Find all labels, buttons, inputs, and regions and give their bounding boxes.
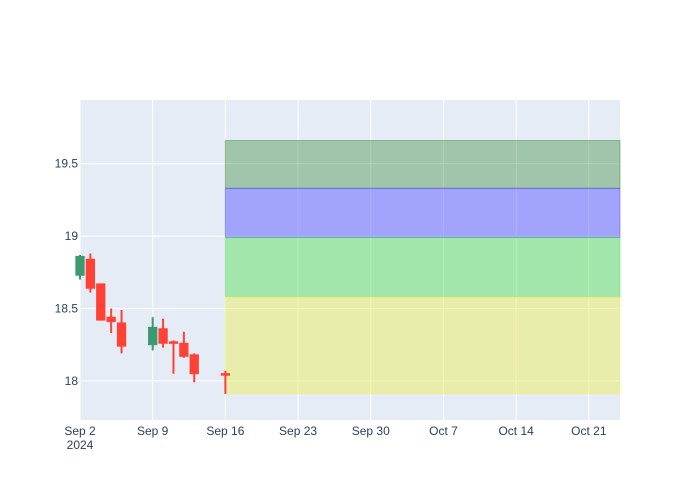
- y-tick-label: 18.5: [55, 302, 79, 316]
- forecast-band: [224, 237, 621, 298]
- candle: [168, 340, 179, 374]
- x-tick-label: Sep 9: [137, 424, 169, 438]
- candle-body: [158, 328, 168, 344]
- y-tick-label: 19: [65, 229, 79, 243]
- forecast-band: [224, 140, 621, 189]
- candles: [75, 253, 231, 394]
- candle-body: [85, 258, 96, 289]
- x-tick-label: Sep 30: [352, 424, 390, 438]
- candle: [85, 253, 96, 293]
- y-tick-label: 19.5: [55, 157, 79, 171]
- y-axis-ticks: 18 18.5 19 19.5: [55, 157, 79, 388]
- x-tick-label: Oct 7: [429, 424, 458, 438]
- candle-body: [106, 316, 116, 323]
- candle-body: [116, 322, 127, 347]
- candle: [116, 309, 127, 354]
- candle-body: [179, 342, 189, 357]
- candle-body: [220, 373, 231, 376]
- x-tick-label: Oct 21: [571, 424, 607, 438]
- x-tick-label: Sep 23: [279, 424, 317, 438]
- candle: [96, 283, 106, 321]
- candle-body: [75, 255, 85, 276]
- forecast-band: [224, 187, 621, 239]
- candle: [189, 353, 199, 383]
- x-tick-sublabel: 2024: [67, 438, 94, 452]
- candle-body: [168, 341, 179, 344]
- candle: [106, 308, 116, 334]
- x-tick-label: Sep 16: [206, 424, 244, 438]
- x-tick-label: Oct 14: [498, 424, 534, 438]
- candle-body: [96, 283, 106, 321]
- candle: [179, 331, 189, 358]
- x-tick-label: Sep 2: [64, 424, 96, 438]
- candle-body: [189, 354, 199, 375]
- candle: [220, 370, 231, 394]
- y-tick-label: 18: [65, 374, 79, 388]
- candle: [148, 317, 158, 351]
- candle-body: [148, 326, 158, 346]
- forecast-band: [224, 296, 621, 395]
- forecast-bands: [224, 140, 621, 395]
- candle: [75, 254, 85, 280]
- candle: [158, 318, 168, 348]
